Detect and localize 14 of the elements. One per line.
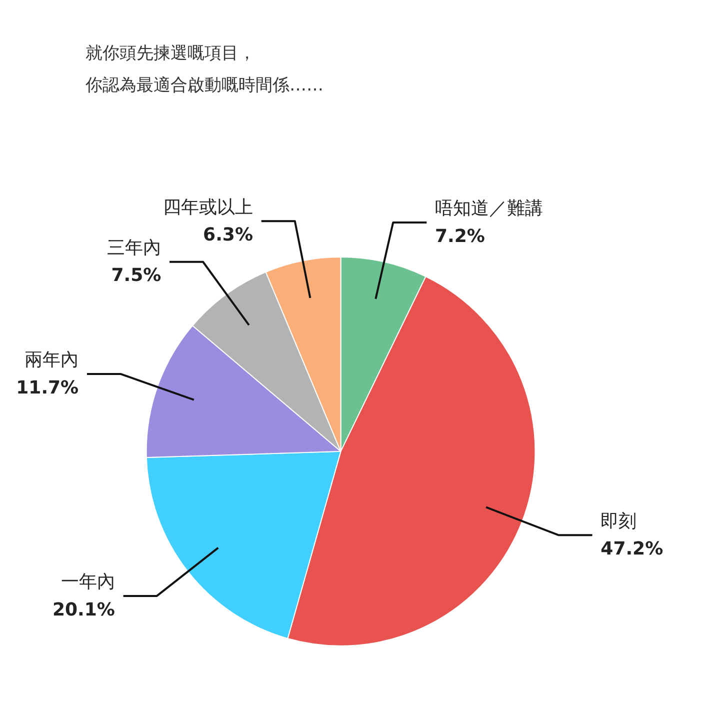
slice-label: 一年內 [60, 572, 115, 593]
data-label: 7.2% [435, 226, 485, 247]
slice-label: 唔知道／難講 [435, 198, 543, 220]
chart-title: 就你頭先揀選嘅項目， [86, 44, 256, 64]
data-label: 47.2% [600, 538, 664, 560]
data-label: 11.7% [16, 377, 79, 398]
data-label: 7.5% [111, 265, 162, 286]
data-label: 6.3% [203, 224, 253, 246]
data-label: 20.1% [52, 599, 115, 620]
slice-label: 兩年內 [24, 350, 79, 371]
slice-label: 即刻 [600, 510, 637, 532]
chart-subtitle: 你認為最適合啟動嘅時間係…… [84, 76, 324, 96]
slice-label: 四年或以上 [162, 196, 253, 218]
slice-label: 三年內 [107, 237, 162, 258]
